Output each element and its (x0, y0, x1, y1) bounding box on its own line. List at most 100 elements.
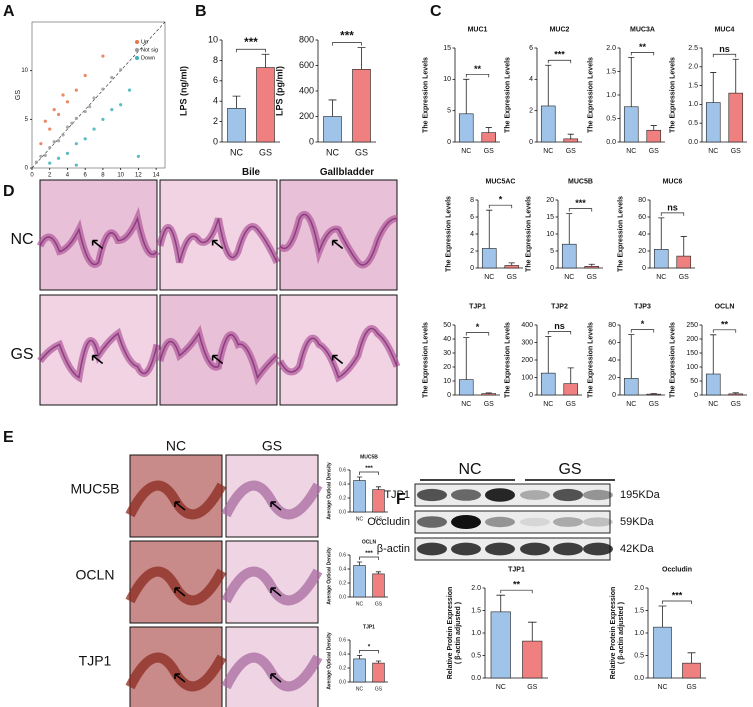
y-tick-label: 250 (686, 322, 698, 329)
point (83, 109, 87, 114)
y-axis-label: The Expression Levels (669, 57, 676, 133)
chart-title: MUC6 (663, 179, 683, 186)
error-bar (496, 594, 506, 612)
point (74, 163, 78, 167)
x-tick-label: NC (326, 147, 339, 157)
x-tick-label: GS (686, 684, 696, 691)
x-tick-label: NC (708, 148, 718, 155)
y-tick-label: 40 (608, 357, 616, 364)
row-label: OCLN (76, 567, 115, 583)
point (48, 127, 52, 131)
point (83, 137, 87, 141)
point (52, 140, 56, 144)
bar (353, 565, 366, 598)
error-bar (261, 53, 270, 68)
bar (372, 489, 385, 513)
y-tick-label: 5 (25, 117, 29, 123)
band (583, 489, 613, 501)
point (110, 108, 114, 112)
point (119, 103, 123, 107)
x-tick-label: GS (375, 686, 383, 692)
x-tick-label: GS (355, 147, 368, 157)
y-tick-label: 2.0 (688, 64, 698, 71)
band (451, 542, 481, 556)
band (520, 542, 550, 556)
error-bar (508, 262, 515, 266)
error-bar (567, 133, 574, 139)
y-tick-label: 2.0 (606, 45, 616, 52)
point (52, 108, 56, 112)
y-tick-label: 40 (638, 231, 646, 238)
y-tick-label: 200 (521, 357, 533, 364)
arrow (270, 587, 282, 597)
y-tick-label: 20 (546, 197, 554, 204)
y-tick-label: 60 (608, 339, 616, 346)
error-bar (545, 64, 552, 106)
significance-bracket (359, 556, 379, 560)
y-tick-label: 0.0 (688, 139, 698, 146)
significance-bracket (712, 329, 737, 333)
arrow (91, 239, 104, 250)
x-tick-label: NC (657, 684, 667, 691)
significance-label: ns (667, 202, 678, 212)
y-tick-label: 0 (447, 392, 451, 399)
bar (490, 611, 511, 679)
band (553, 517, 583, 527)
error-bar (232, 95, 241, 109)
point (74, 88, 78, 92)
point (39, 142, 43, 146)
error-bar (732, 58, 739, 94)
significance-label: * (368, 644, 371, 651)
panel-label: D (3, 183, 15, 200)
y-axis-label: ( β-actin adjusted ) (618, 602, 625, 664)
stained-tissue (125, 566, 227, 606)
band (417, 542, 447, 556)
bar (522, 640, 543, 679)
y-tick-label: 0.5 (634, 652, 644, 659)
bar (623, 106, 639, 143)
error-bar (485, 127, 492, 133)
point (74, 116, 78, 120)
panel-label: B (195, 3, 207, 20)
x-tick-label: GS (566, 148, 576, 155)
band (520, 490, 550, 500)
bar (561, 243, 577, 269)
y-axis-label: The Expression Levels (504, 322, 511, 398)
point (136, 154, 140, 158)
x-tick-label: GS (484, 148, 494, 155)
error-bar (485, 392, 492, 394)
error-bar (628, 334, 635, 379)
error-bar (710, 72, 717, 103)
y-axis-label: Average Optical Density (326, 547, 332, 605)
bar (563, 138, 579, 143)
arrow (270, 673, 282, 683)
significance-label: *** (365, 465, 373, 472)
point (48, 145, 52, 150)
x-tick-label: GS (587, 274, 597, 281)
y-tick-label: 0.0 (339, 594, 346, 600)
bar (705, 373, 721, 396)
significance-label: ** (513, 580, 521, 590)
y-tick-label: 100 (521, 374, 533, 381)
y-tick-label: 0 (309, 136, 314, 146)
y-tick-label: 8 (470, 197, 474, 204)
y-tick-label: 2.0 (634, 585, 644, 592)
y-tick-label: 0.4 (339, 651, 346, 657)
blot-label: TJP1 (384, 489, 410, 501)
significance-label: * (476, 322, 480, 332)
significance-label: * (499, 195, 503, 205)
point (92, 127, 96, 131)
y-axis-label: Average Optical Density (326, 462, 332, 520)
chart-title: OCLN (362, 539, 377, 545)
x-tick-label: NC (543, 401, 553, 408)
y-axis-label: The Expression Levels (504, 57, 511, 133)
y-tick-label: 0.2 (339, 495, 346, 501)
band (583, 542, 613, 556)
y-axis-label: The Expression Levels (422, 322, 429, 398)
x-tick-label: 14 (153, 173, 160, 179)
arrow (270, 501, 282, 511)
point (57, 139, 61, 143)
legend-swatch (135, 48, 139, 52)
y-axis-label: Relative Protein Expression (447, 587, 454, 680)
error-bar (732, 392, 739, 394)
